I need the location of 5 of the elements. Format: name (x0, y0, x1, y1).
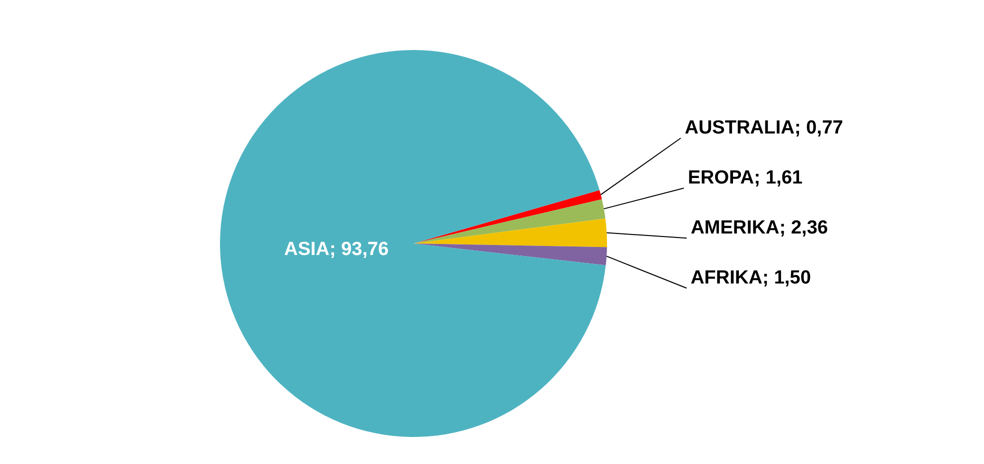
slice-label: EROPA; 1,61 (688, 167, 804, 188)
slice-label: AMERIKA; 2,36 (690, 217, 828, 238)
slice-label: AUSTRALIA; 0,77 (684, 117, 844, 138)
slice-label: AFRIKA; 1,50 (690, 267, 811, 288)
slice-label: ASIA; 93,76 (284, 239, 389, 260)
